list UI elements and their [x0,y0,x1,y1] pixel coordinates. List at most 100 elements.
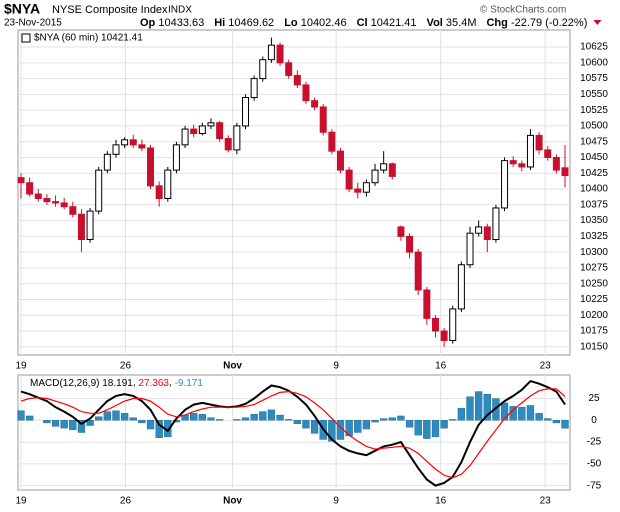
candle-body [17,177,25,184]
histogram-bar [526,405,535,421]
histogram-bar [362,420,371,430]
histogram-bar [354,420,362,433]
stat-value: 35.4M [446,17,477,29]
y-tick-label: 10350 [580,215,608,226]
histogram-bar [233,419,241,421]
candle-body [198,125,206,134]
candle-body [414,251,422,291]
stat-label: Op [140,17,156,29]
histogram-bar [43,420,51,424]
candle-body [86,210,94,241]
legend-name: MACD(12,26,9) [30,378,99,389]
candle-body [483,226,491,241]
candle-body [34,193,42,199]
y-tick-label: -25 [587,437,602,448]
y-tick-label: 10500 [580,121,608,132]
candle-body [561,167,569,177]
candle-body [544,149,552,158]
copyright: © StockCharts.com [480,5,566,16]
candle-body [518,163,526,168]
candle-body [138,144,146,149]
histogram-bar [120,413,129,421]
x-tick-label: 26 [120,496,132,507]
histogram-bar [474,391,483,421]
x-tick-label: 16 [435,496,447,507]
histogram-bar [207,417,215,421]
legend-value: 18.191 [102,378,133,389]
histogram-bar [449,419,457,421]
y-tick-label: 10325 [580,231,608,242]
y-tick-label: 10550 [580,89,608,100]
stat-value: -22.79 (-0.22%) [511,17,587,29]
legend: MACD(12,26,9) 18.191, 27.363, -9.171 [30,378,203,389]
histogram-bar [310,420,319,434]
x-tick-label: 23 [540,496,552,507]
stat-label: Hi [214,17,225,29]
histogram-bar [544,418,552,421]
histogram-bar [345,420,353,437]
histogram-bar [371,420,379,423]
macd-line [20,379,566,487]
candle-body [431,317,439,332]
candle-body [552,156,560,171]
legend: $NYA (60 min) 10421.41 [34,33,143,44]
histogram-bar [405,420,414,428]
candle-body [250,78,258,99]
candle-body [267,44,275,61]
y-tick-label: 10250 [580,278,608,289]
date: 23-Nov-2015 [4,18,62,29]
candle-body [336,150,344,171]
histogram-bar [129,417,137,421]
y-tick-label: 10225 [580,294,608,305]
candle-body [509,160,517,165]
stat: Lo 10402.46 [284,17,346,29]
y-tick-label: 10525 [580,105,608,116]
stat-label: Cl [357,17,368,29]
candle-body [371,169,379,184]
macd-line [20,388,566,479]
histogram-bar [60,420,68,429]
histogram-bar [328,420,336,442]
x-tick-label: 16 [435,361,447,372]
candle-body [397,226,405,237]
candle-body [293,74,301,86]
y-tick-label: -50 [587,459,602,470]
exchange: INDX [168,5,192,16]
histogram-bar [483,393,491,421]
candle-body [380,163,388,171]
histogram-bar [250,414,258,421]
candle-body [190,128,198,134]
stat-value: 10402.46 [301,17,347,29]
stat: Hi 10469.62 [214,17,274,29]
histogram-bar [103,411,112,421]
y-tick-label: 10200 [580,310,608,321]
histogram-bar [215,419,224,421]
histogram-bar [552,420,561,424]
candle-body [233,125,241,151]
y-tick-label: 10425 [580,168,608,179]
legend-value: 27.363 [138,378,169,389]
histogram-bar [431,420,440,438]
histogram-bar [535,413,543,421]
histogram-bar [440,420,448,429]
stat-label: Chg [486,17,507,29]
candle-body [276,44,284,64]
x-tick-label: 19 [15,496,27,507]
candle-body [285,62,293,76]
histogram-bar [267,409,276,421]
y-tick-label: 25 [588,393,600,404]
stat: Chg -22.79 (-0.22%) [486,17,587,29]
x-tick-label: Nov [223,496,242,507]
y-tick-label: 10275 [580,263,608,274]
x-tick-label: 26 [120,361,132,372]
candle-body [207,122,215,127]
y-tick-label: 10400 [580,184,608,195]
candle-body [216,122,224,140]
histogram-bar [77,420,86,433]
histogram-bar [25,415,34,421]
x-tick-label: 9 [333,496,339,507]
candle-body [535,134,543,151]
candle-body [224,138,232,151]
histogram-bar [146,420,155,430]
histogram-bar [259,411,267,421]
